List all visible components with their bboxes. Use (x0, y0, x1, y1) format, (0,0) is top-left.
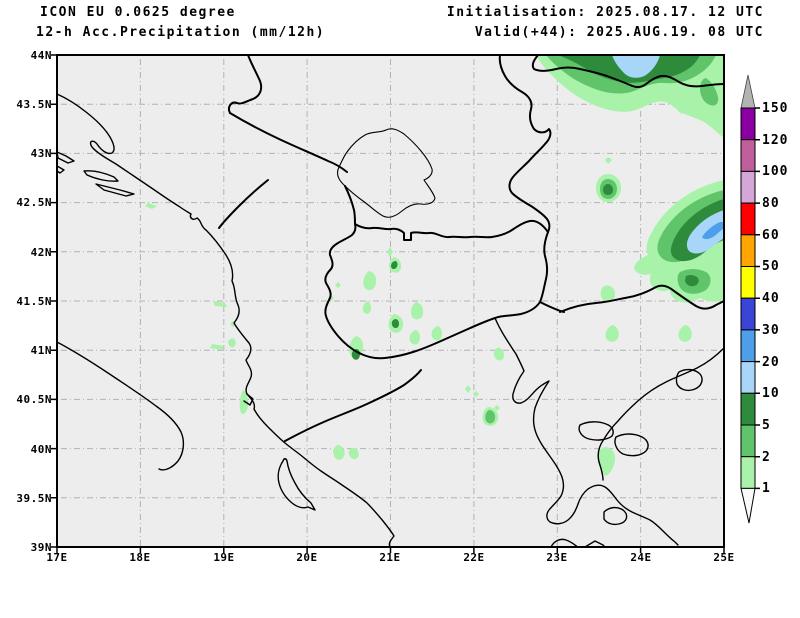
lon-label: 22E (463, 551, 485, 564)
product-title: 12-h Acc.Precipitation (mm/12h) (36, 25, 326, 40)
lat-label: 43.5N (16, 98, 52, 111)
lon-label: 19E (213, 551, 235, 564)
legend-tick-label: 5 (762, 418, 771, 433)
legend-tick-label: 10 (762, 386, 780, 401)
legend-band (740, 392, 756, 426)
legend-tick-label: 30 (762, 323, 780, 338)
lat-label: 40.5N (16, 393, 52, 406)
lat-label: 40N (30, 443, 52, 456)
legend-tick-label: 1 (762, 481, 771, 496)
legend-tick-label: 120 (762, 133, 789, 148)
legend-tick-label: 150 (762, 101, 789, 116)
legend-tick-label: 20 (762, 355, 780, 370)
lat-label: 42N (30, 246, 52, 259)
precip-medium-blue (702, 222, 724, 240)
coastline-paths (56, 93, 725, 548)
legend-underflow-arrow (740, 487, 756, 524)
legend-tick-label: 60 (762, 228, 780, 243)
lat-label: 41.5N (16, 295, 52, 308)
legend-tick-label: 2 (762, 450, 771, 465)
legend-band (740, 202, 756, 236)
border-paths (218, 54, 725, 442)
legend-overflow-arrow (740, 74, 756, 109)
legend-tick-label: 80 (762, 196, 780, 211)
initialisation-time: Initialisation: 2025.08.17. 12 UTC (446, 5, 764, 20)
lon-label: 20E (296, 551, 318, 564)
lat-label: 39.5N (16, 492, 52, 505)
lat-label: 39N (30, 541, 52, 554)
legend-band (740, 297, 756, 331)
legend-band (740, 266, 756, 299)
kosovo-border-path (337, 128, 436, 218)
legend-tick-label: 40 (762, 291, 780, 306)
lon-label: 25E (713, 551, 735, 564)
legend-ticks (755, 107, 760, 490)
valid-time: Valid(+44): 2025.AUG.19. 08 UTC (474, 25, 764, 40)
lat-label: 41N (30, 344, 52, 357)
lat-label: 43N (30, 147, 52, 160)
legend-band (740, 456, 756, 489)
legend-band (740, 234, 756, 268)
lon-label: 18E (129, 551, 151, 564)
lat-label: 44N (30, 49, 52, 62)
axis-ticks (51, 54, 725, 553)
legend-tick-label: 50 (762, 259, 780, 274)
lon-label: 23E (546, 551, 568, 564)
legend-colorbar (740, 74, 760, 524)
legend-tick-label: 100 (762, 164, 789, 179)
model-title: ICON EU 0.0625 degree (40, 5, 236, 20)
lon-label: 24E (630, 551, 652, 564)
lat-label: 42.5N (16, 196, 52, 209)
lon-label: 17E (46, 551, 68, 564)
legend-band (740, 361, 756, 394)
precip-light-blue (612, 55, 724, 254)
legend-band (740, 424, 756, 458)
lon-label: 21E (379, 551, 401, 564)
legend-band (740, 329, 756, 363)
legend-band (740, 107, 756, 141)
legend-band (740, 139, 756, 172)
legend-band (740, 170, 756, 204)
